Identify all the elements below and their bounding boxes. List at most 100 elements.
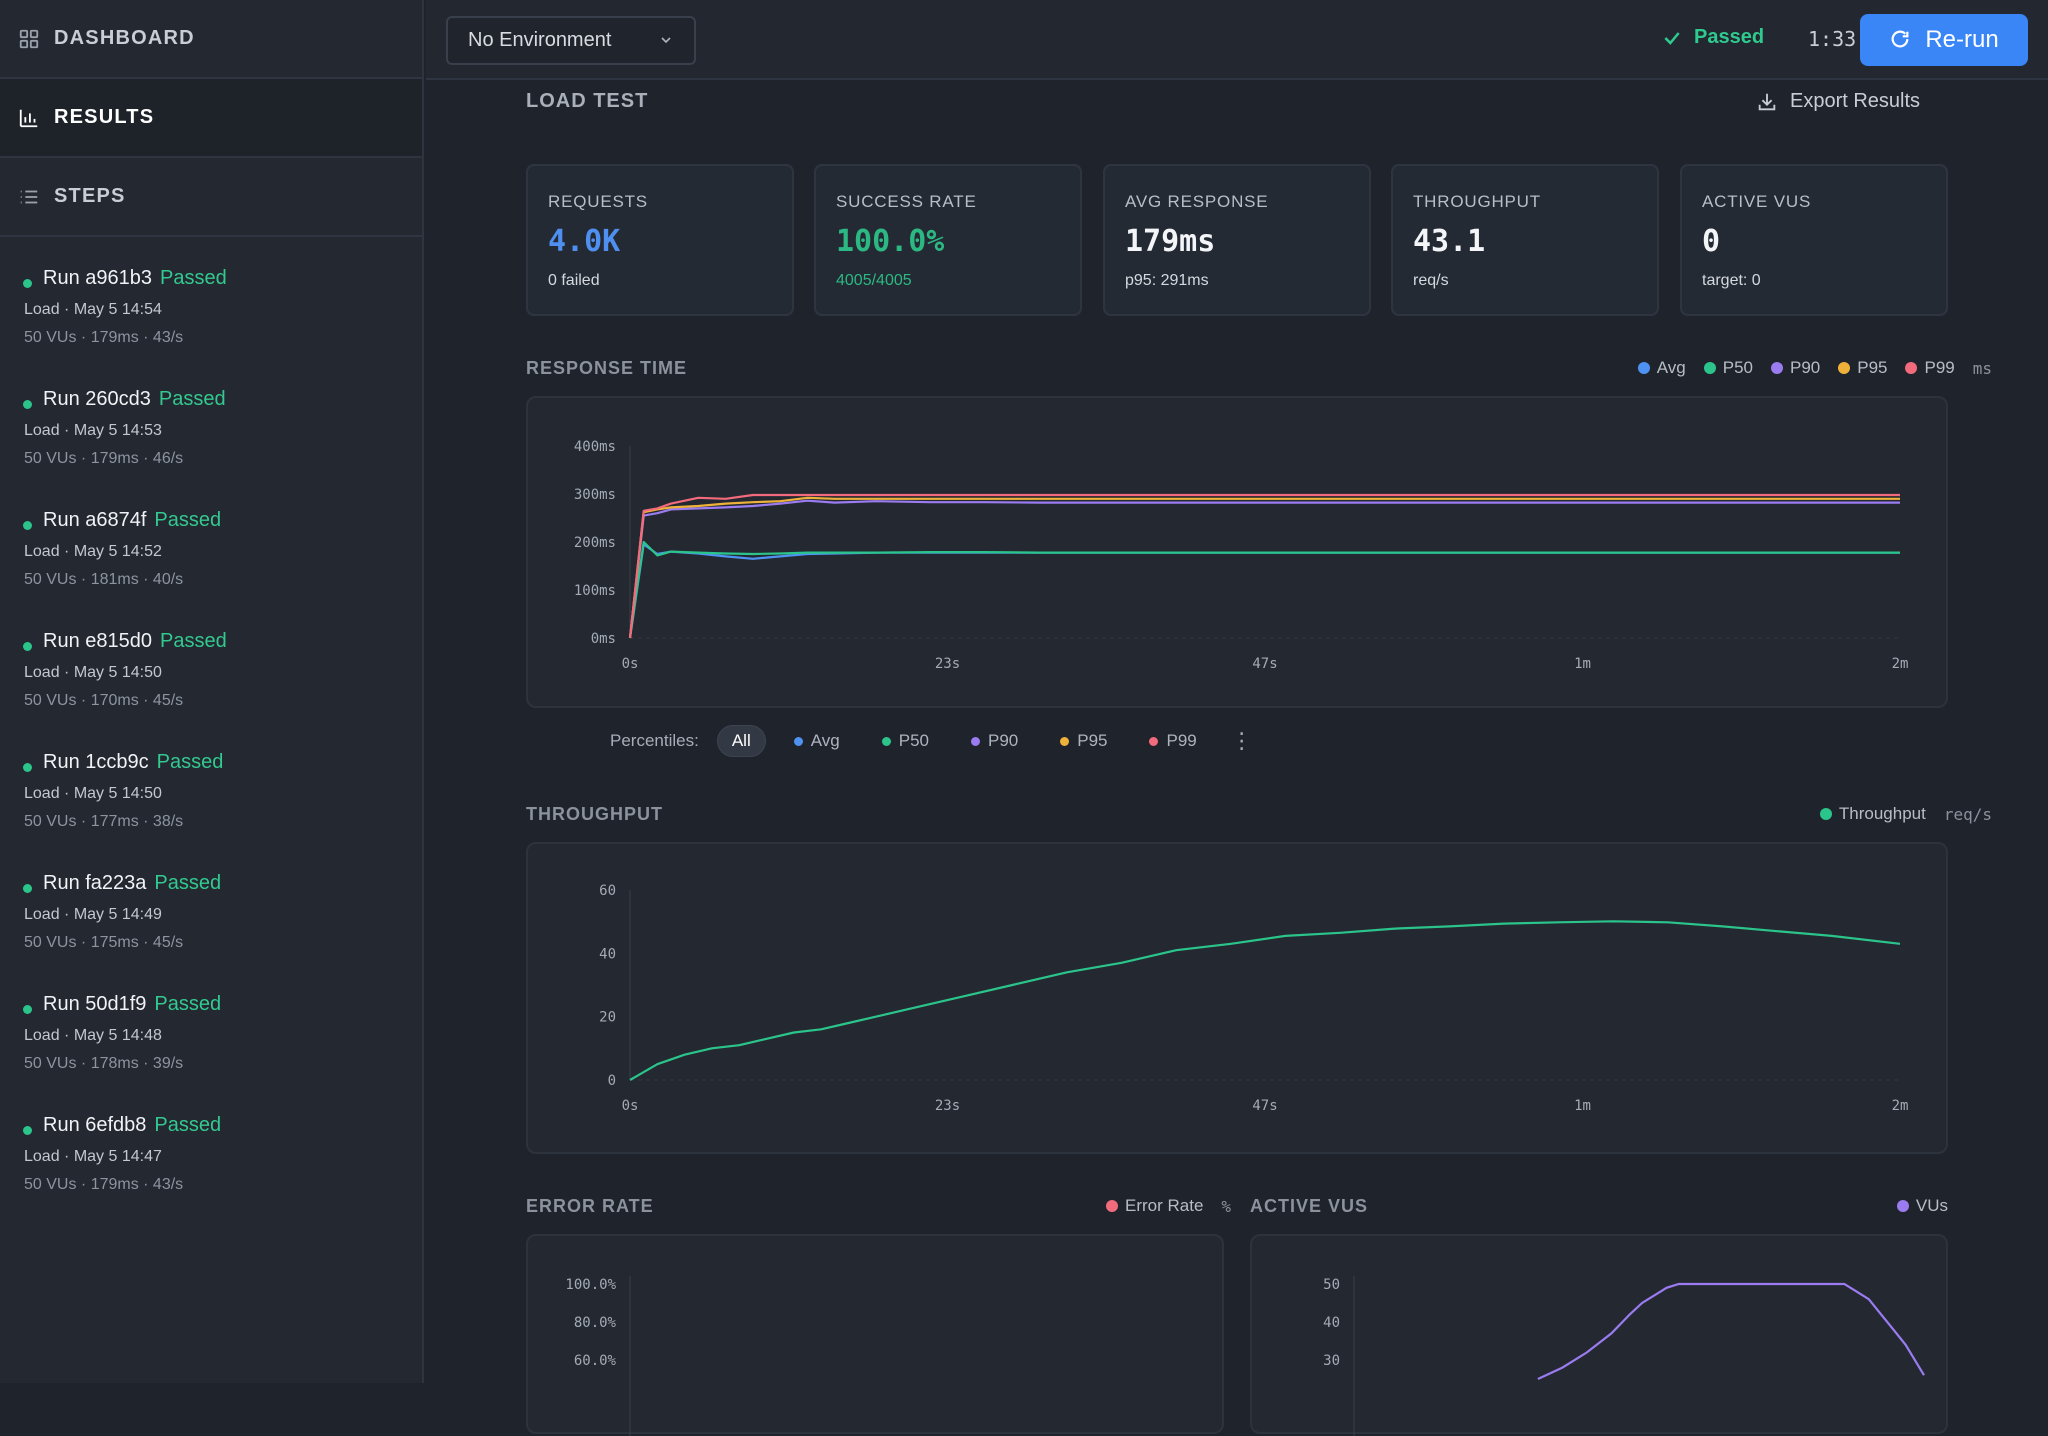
legend-label: P50 [1722, 358, 1753, 377]
response-time-legend: Avg P50 P90 P95 P99 ms [1620, 358, 1992, 378]
status-dot [23, 1126, 32, 1135]
series-line-p99 [628, 493, 1900, 639]
top-bar: No Environment Passed 1:33 Re-run [426, 0, 2048, 80]
run-id: Run 260cd3 [43, 388, 151, 410]
y-tick-label: 0 [608, 1073, 616, 1089]
chip-avg[interactable]: Avg [780, 726, 854, 756]
series-line-throughput [629, 920, 1901, 1081]
run-item[interactable]: Run 6efdb8 Passed Load · May 5 14:47 50 V… [0, 1108, 422, 1229]
error-rate-svg: 60.0% 80.0% 100.0% [565, 1276, 631, 1436]
nav-dashboard[interactable]: DASHBOARD [0, 0, 422, 79]
nav-steps[interactable]: STEPS [0, 158, 422, 237]
run-item[interactable]: Run fa223a Passed Load · May 5 14:49 50 V… [0, 866, 422, 987]
chip-p99[interactable]: P99 [1135, 726, 1210, 756]
run-stats: 50 VUs · 179ms · 43/s [24, 1176, 184, 1193]
legend-dot [1819, 808, 1832, 820]
stat-card-success-rate: SUCCESS RATE 100.0% 4005/4005 [814, 164, 1082, 316]
error-rate-legend: Error Rate % [1088, 1196, 1231, 1216]
legend-p95: P95 [1838, 358, 1887, 378]
stat-value: 4.0K [548, 224, 621, 259]
chip-p50[interactable]: P50 [868, 726, 943, 756]
run-meta: Load · May 5 14:52 [24, 543, 162, 560]
chip-label: Avg [810, 731, 840, 750]
active-vus-chart: 30 40 50 [1250, 1234, 1948, 1436]
run-item[interactable]: Run a6874f Passed Load · May 5 14:52 50 V… [0, 503, 422, 624]
chip-p95[interactable]: P95 [1046, 726, 1121, 756]
more-options-icon[interactable]: ⋮ [1230, 728, 1253, 753]
stat-label: ACTIVE VUS [1702, 192, 1812, 211]
run-item[interactable]: Run 260cd3 Passed Load · May 5 14:53 50 V… [0, 382, 422, 503]
run-meta: Load · May 5 14:50 [24, 785, 162, 802]
throughput-title: THROUGHPUT [526, 804, 663, 824]
check-icon [1664, 31, 1680, 45]
main-content: LOAD TEST Export Results REQUESTS 4.0K 0… [426, 82, 2048, 1436]
stat-card-active-vus: ACTIVE VUS 0 target: 0 [1680, 164, 1948, 316]
chip-all[interactable]: All [716, 725, 766, 757]
legend-dot [1770, 362, 1783, 374]
legend-dot [1637, 362, 1650, 374]
run-id: Run a6874f [43, 509, 147, 531]
chip-p90[interactable]: P90 [957, 726, 1032, 756]
stat-card-avg-response: AVG RESPONSE 179ms p95: 291ms [1103, 164, 1371, 316]
y-tick-label: 20 [599, 1010, 616, 1026]
run-item[interactable]: Run 1ccb9c Passed Load · May 5 14:50 50 V… [0, 745, 422, 866]
run-item[interactable]: Run 50d1f9 Passed Load · May 5 14:48 50 V… [0, 987, 422, 1108]
x-tick-label: 47s [1252, 656, 1277, 672]
run-status: Passed [154, 993, 222, 1015]
run-title: Run e815d0 Passed [43, 630, 227, 653]
run-id: Run a961b3 [43, 267, 152, 289]
active-vus-legend: VUs [1879, 1196, 1948, 1216]
run-item[interactable]: Run e815d0 Passed Load · May 5 14:50 50 V… [0, 624, 422, 745]
legend-dot [1703, 362, 1716, 374]
list-icon [18, 186, 40, 208]
stat-value: 43.1 [1413, 224, 1486, 259]
throughput-svg: 0 20 40 60 0s 23s 47s 1m 2m [599, 883, 1908, 1114]
response-time-chart: 0ms 100ms 200ms 300ms 400ms 0s 23s 47s 1m 2m [526, 396, 1948, 708]
legend-label: Throughput [1838, 804, 1926, 823]
throughput-legend: Throughput req/s [1802, 804, 1992, 824]
run-meta: Load · May 5 14:54 [24, 301, 162, 318]
nav-dashboard-label: DASHBOARD [54, 27, 195, 49]
run-stats: 50 VUs · 179ms · 43/s [24, 329, 184, 346]
rerun-label: Re-run [1925, 26, 1999, 53]
legend-label: P95 [1857, 358, 1888, 377]
legend-p99: P99 [1905, 358, 1955, 378]
x-tick-label: 1m [1574, 656, 1591, 672]
stat-sub: req/s [1413, 272, 1449, 289]
status-dot [23, 884, 32, 893]
x-tick-label: 23s [935, 656, 960, 672]
status-dot [23, 763, 32, 772]
stat-sub: p95: 291ms [1125, 272, 1209, 289]
export-results-button[interactable]: Export Results [1756, 90, 1920, 113]
active-vus-title: ACTIVE VUS [1250, 1196, 1369, 1216]
chip-label: P90 [987, 731, 1019, 750]
rerun-button[interactable]: Re-run [1860, 14, 2028, 66]
legend-p90: P90 [1770, 358, 1821, 378]
run-meta: Load · May 5 14:53 [24, 422, 162, 439]
legend-unit: ms [1972, 358, 1992, 378]
sidebar: DASHBOARD RESULTS STEPS Run a961b3 Passed… [0, 0, 424, 1383]
stat-value: 179ms [1125, 224, 1216, 259]
grid-icon [18, 28, 40, 50]
y-tick-label: 30 [1323, 1353, 1340, 1369]
chip-dot [1149, 736, 1159, 746]
stat-cards: REQUESTS 4.0K 0 failed SUCCESS RATE 100.… [526, 164, 1948, 316]
x-tick-label: 47s [1252, 1098, 1277, 1114]
export-label: Export Results [1790, 90, 1921, 112]
run-title: Run 1ccb9c Passed [43, 751, 223, 774]
run-status: Passed [154, 872, 222, 894]
run-item[interactable]: Run a961b3 Passed Load · May 5 14:54 50 V… [0, 261, 422, 382]
environment-select[interactable]: No Environment [446, 16, 696, 65]
nav-results[interactable]: RESULTS [0, 79, 422, 158]
y-tick-label: 100.0% [565, 1277, 616, 1293]
x-tick-label: 0s [622, 656, 639, 672]
series-line-avg [628, 543, 1900, 639]
status-dot [23, 521, 32, 530]
run-id: Run 50d1f9 [43, 993, 147, 1015]
legend-label: P90 [1789, 358, 1821, 377]
page-title: LOAD TEST [526, 90, 649, 112]
run-stats: 50 VUs · 179ms · 46/s [24, 450, 184, 467]
error-rate-title: ERROR RATE [526, 1196, 654, 1216]
y-tick-label: 40 [1323, 1315, 1340, 1331]
